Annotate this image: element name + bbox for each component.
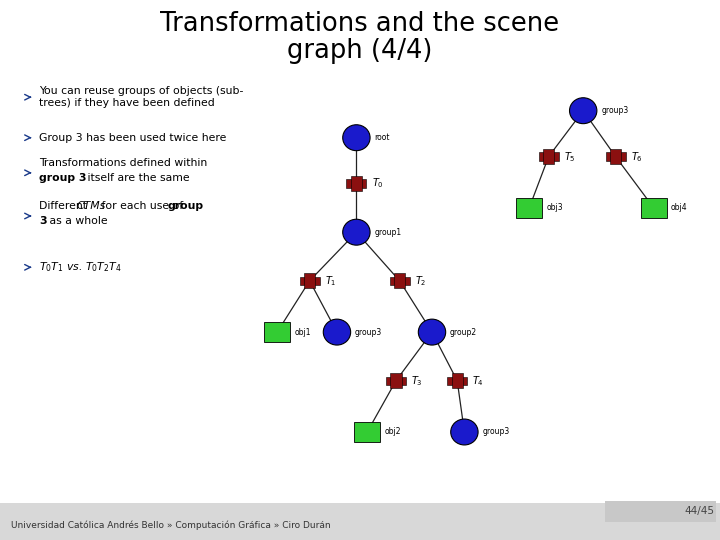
Text: $T_5$: $T_5$ <box>564 150 575 164</box>
Ellipse shape <box>570 98 597 124</box>
Text: Transformations and the scene: Transformations and the scene <box>161 11 559 37</box>
Text: group1: group1 <box>374 228 402 237</box>
Text: $T_4$: $T_4$ <box>472 374 485 388</box>
Bar <box>390 373 402 388</box>
Text: 44/45: 44/45 <box>684 507 714 516</box>
Text: itself are the same: itself are the same <box>84 173 189 183</box>
Text: obj1: obj1 <box>294 328 311 336</box>
Bar <box>605 502 716 522</box>
Ellipse shape <box>343 219 370 245</box>
Text: $T_1$: $T_1$ <box>325 274 336 288</box>
Text: obj3: obj3 <box>546 204 563 212</box>
Bar <box>447 376 467 385</box>
Text: CTMs: CTMs <box>76 201 106 211</box>
Text: Different: Different <box>39 201 91 211</box>
Bar <box>394 273 405 288</box>
Text: $T_0T_1$ vs. $T_0T_2T_4$: $T_0T_1$ vs. $T_0T_2T_4$ <box>39 260 122 274</box>
Text: You can reuse groups of objects (sub-
trees) if they have been defined: You can reuse groups of objects (sub- tr… <box>39 86 243 108</box>
Text: Group 3 has been used twice here: Group 3 has been used twice here <box>39 133 226 143</box>
Text: as a whole: as a whole <box>46 217 108 226</box>
Bar <box>543 149 554 164</box>
Text: obj4: obj4 <box>671 204 688 212</box>
Text: $T_6$: $T_6$ <box>631 150 642 164</box>
Ellipse shape <box>418 319 446 345</box>
Bar <box>264 322 290 342</box>
Text: Transformations defined within: Transformations defined within <box>39 158 207 168</box>
Text: group2: group2 <box>450 328 477 336</box>
Text: Universidad Católica Andrés Bello » Computación Gráfica » Ciro Durán: Universidad Católica Andrés Bello » Comp… <box>11 521 330 530</box>
Bar <box>300 276 320 285</box>
Text: $T_2$: $T_2$ <box>415 274 426 288</box>
Text: group3: group3 <box>482 428 510 436</box>
Bar <box>641 198 667 218</box>
Bar <box>610 149 621 164</box>
Text: graph (4/4): graph (4/4) <box>287 38 433 64</box>
Text: root: root <box>374 133 390 142</box>
Bar <box>516 198 542 218</box>
Bar <box>346 179 366 188</box>
Text: group3: group3 <box>355 328 382 336</box>
Bar <box>390 276 410 285</box>
Text: group: group <box>167 201 203 211</box>
Text: obj2: obj2 <box>384 428 401 436</box>
Bar <box>0 503 720 540</box>
Text: 3: 3 <box>39 217 47 226</box>
Ellipse shape <box>451 419 478 445</box>
Ellipse shape <box>323 319 351 345</box>
Bar <box>386 376 406 385</box>
Text: group3: group3 <box>601 106 629 115</box>
Bar <box>451 373 463 388</box>
Text: for each use of: for each use of <box>98 201 186 211</box>
Text: $T_3$: $T_3$ <box>411 374 423 388</box>
Bar <box>354 422 380 442</box>
Text: group 3: group 3 <box>39 173 86 183</box>
Bar <box>351 176 362 191</box>
Bar <box>606 152 626 161</box>
Bar <box>304 273 315 288</box>
Text: $T_0$: $T_0$ <box>372 177 383 191</box>
Bar <box>539 152 559 161</box>
Ellipse shape <box>343 125 370 151</box>
